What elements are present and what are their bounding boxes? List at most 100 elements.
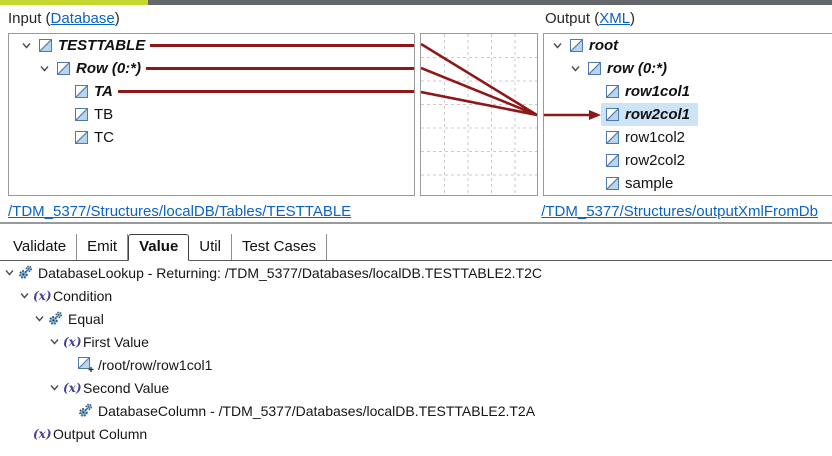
node-label: TA bbox=[94, 83, 113, 100]
rule-label: Second Value bbox=[83, 379, 170, 396]
chevron-down-icon[interactable] bbox=[4, 267, 18, 278]
chevron-down-icon[interactable] bbox=[552, 40, 570, 51]
tab-validate[interactable]: Validate bbox=[3, 234, 78, 260]
node-label: Row (0:*) bbox=[76, 60, 141, 77]
input-structure-link[interactable]: /TDM_5377/Structures/localDB/Tables/TEST… bbox=[8, 203, 352, 220]
node-label: TB bbox=[94, 106, 114, 123]
mapping-line[interactable] bbox=[117, 90, 414, 93]
rule-label: Output Column bbox=[53, 425, 148, 442]
element-icon bbox=[606, 108, 619, 121]
mapping-line[interactable] bbox=[150, 44, 414, 47]
tab-util[interactable]: Util bbox=[189, 234, 232, 260]
element-icon bbox=[75, 108, 88, 121]
tab-emit[interactable]: Emit bbox=[77, 234, 129, 260]
node-content: root bbox=[570, 37, 618, 54]
tree-row[interactable]: row1col2 bbox=[544, 126, 832, 149]
node-label: sample bbox=[625, 175, 674, 192]
element-icon bbox=[606, 85, 619, 98]
node-label: row (0:*) bbox=[607, 60, 667, 77]
mapping-canvas[interactable] bbox=[420, 33, 538, 196]
node-label: root bbox=[589, 37, 619, 54]
tree-row[interactable]: row2col2 bbox=[544, 149, 832, 172]
tree-row[interactable]: Row (0:*) bbox=[9, 57, 414, 80]
tab-test-cases[interactable]: Test Cases bbox=[232, 234, 328, 260]
node-content: sample bbox=[606, 175, 673, 192]
element-icon bbox=[570, 39, 583, 52]
node-label: row1col1 bbox=[625, 83, 691, 100]
chevron-down-icon[interactable] bbox=[34, 313, 48, 324]
tree-row[interactable]: TESTTABLE bbox=[9, 34, 414, 57]
node-label: row1col2 bbox=[625, 129, 686, 146]
tree-row[interactable]: row2col1 bbox=[544, 103, 832, 126]
tree-row[interactable]: TB bbox=[9, 103, 414, 126]
element-icon bbox=[75, 85, 88, 98]
expression-fx-icon: (x) bbox=[63, 380, 82, 395]
input-title-close: ) bbox=[114, 10, 120, 27]
element-icon bbox=[588, 62, 601, 75]
output-structure-link[interactable]: /TDM_5377/Structures/outputXmlFromDb bbox=[541, 203, 818, 220]
tree-row[interactable]: row (0:*) bbox=[544, 57, 832, 80]
node-label: TC bbox=[94, 129, 114, 146]
output-tree-panel: root row (0:*) row1col1 row2col1 row1col2 row… bbox=[543, 33, 832, 196]
rule-label: Equal bbox=[68, 310, 104, 327]
mapping-line[interactable] bbox=[146, 67, 414, 70]
mapping-grid bbox=[421, 34, 537, 195]
output-panel-title: Output (XML) bbox=[545, 10, 635, 27]
chevron-down-icon[interactable] bbox=[21, 40, 39, 51]
chevron-down-icon[interactable] bbox=[49, 382, 63, 393]
tab-value[interactable]: Value bbox=[128, 234, 190, 261]
node-label: row2col2 bbox=[625, 152, 686, 169]
element-reference-icon bbox=[78, 357, 95, 372]
rule-row[interactable]: (x) Output Column bbox=[0, 422, 832, 445]
node-label: TESTTABLE bbox=[58, 37, 146, 54]
rule-label: DatabaseColumn - /TDM_5377/Databases/loc… bbox=[98, 402, 536, 419]
chevron-down-icon[interactable] bbox=[39, 63, 57, 74]
element-icon bbox=[606, 154, 619, 167]
function-gears-icon bbox=[78, 403, 95, 418]
rule-label: Condition bbox=[53, 287, 113, 304]
chevron-down-icon[interactable] bbox=[570, 63, 588, 74]
output-title-close: ) bbox=[630, 10, 636, 27]
node-label: row2col1 bbox=[625, 106, 691, 123]
output-type-link[interactable]: XML bbox=[599, 10, 631, 27]
rule-row[interactable]: DatabaseLookup - Returning: /TDM_5377/Da… bbox=[0, 261, 832, 284]
rule-row[interactable]: /root/row/row1col1 bbox=[0, 353, 832, 376]
rule-row[interactable]: (x) First Value bbox=[0, 330, 832, 353]
rule-row[interactable]: DatabaseColumn - /TDM_5377/Databases/loc… bbox=[0, 399, 832, 422]
tree-row[interactable]: TA bbox=[9, 80, 414, 103]
rule-label: First Value bbox=[83, 333, 149, 350]
expression-fx-icon: (x) bbox=[63, 334, 82, 349]
pane-divider[interactable] bbox=[0, 222, 832, 224]
node-content: row1col2 bbox=[606, 129, 685, 146]
node-content: row1col1 bbox=[606, 83, 690, 100]
element-icon bbox=[606, 131, 619, 144]
element-icon bbox=[606, 177, 619, 190]
rule-label: DatabaseLookup - Returning: /TDM_5377/Da… bbox=[38, 264, 542, 281]
window-top-bar bbox=[0, 0, 832, 5]
expression-fx-icon: (x) bbox=[33, 288, 52, 303]
chevron-down-icon[interactable] bbox=[19, 290, 33, 301]
node-content: row2col2 bbox=[606, 152, 685, 169]
title-strip bbox=[148, 0, 832, 5]
mapping-arrow-icon bbox=[544, 108, 602, 120]
rule-row[interactable]: (x) Second Value bbox=[0, 376, 832, 399]
tree-row[interactable]: root bbox=[544, 34, 832, 57]
chevron-down-icon[interactable] bbox=[49, 336, 63, 347]
tree-row[interactable]: sample bbox=[544, 172, 832, 195]
element-icon bbox=[39, 39, 52, 52]
tree-row[interactable]: TC bbox=[9, 126, 414, 149]
function-gears-icon bbox=[48, 311, 65, 326]
element-icon bbox=[75, 131, 88, 144]
input-panel-title: Input (Database) bbox=[8, 10, 120, 27]
input-type-link[interactable]: Database bbox=[50, 10, 115, 27]
tree-row[interactable]: row1col1 bbox=[544, 80, 832, 103]
rule-label: /root/row/row1col1 bbox=[98, 356, 213, 373]
element-icon bbox=[57, 62, 70, 75]
rule-row[interactable]: Equal bbox=[0, 307, 832, 330]
accent-strip bbox=[0, 0, 148, 5]
expression-fx-icon: (x) bbox=[33, 426, 52, 441]
node-content: row (0:*) bbox=[588, 60, 667, 77]
rule-row[interactable]: (x) Condition bbox=[0, 284, 832, 307]
selected-node-highlight: row2col1 bbox=[601, 103, 699, 126]
